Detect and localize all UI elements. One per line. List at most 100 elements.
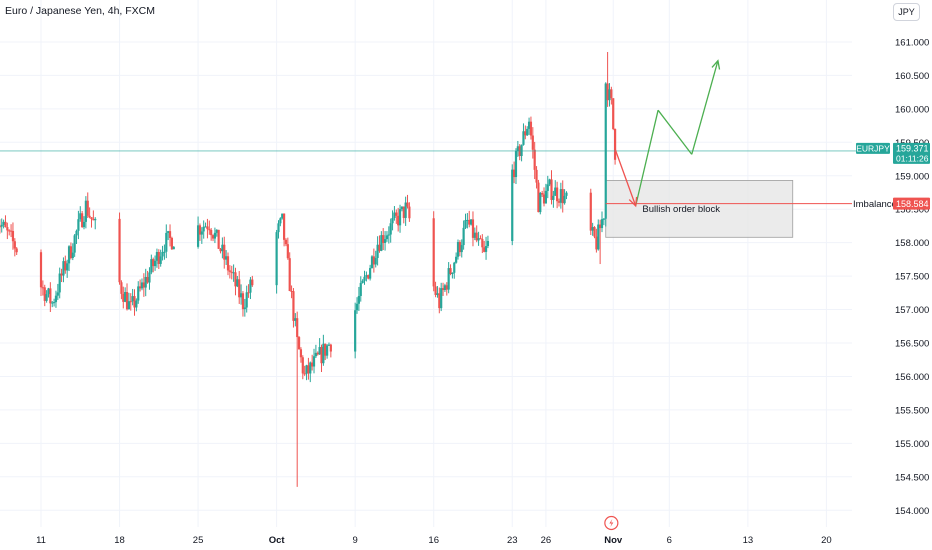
x-tick-label: 25 [193, 535, 204, 546]
candle-body [511, 169, 514, 242]
event-marker [604, 515, 619, 531]
candle-body [247, 292, 250, 294]
candle-body [466, 219, 469, 221]
y-tick-label: 156.000 [895, 372, 929, 383]
candle-body [146, 276, 149, 283]
countdown-timer: 01:11:26 [896, 153, 929, 163]
candle-body [550, 179, 553, 200]
candle-body [355, 303, 359, 311]
candle-body [301, 357, 304, 374]
candle-body [133, 296, 136, 308]
candle-body [75, 230, 78, 236]
candle-body [135, 300, 138, 308]
candle-body [305, 365, 308, 374]
candle-body [124, 292, 127, 302]
candle-body [161, 252, 164, 257]
candle-body [606, 83, 609, 101]
candle-body [354, 310, 357, 352]
candle-body [13, 241, 16, 249]
candle-body [64, 261, 67, 271]
imbalance-price-tag [893, 197, 930, 210]
candle-body [292, 291, 295, 321]
candle-body [376, 244, 379, 258]
candle-body [610, 89, 613, 99]
candle-body [404, 202, 407, 218]
chart-title: Euro / Japanese Yen, 4h, FXCM [5, 5, 156, 17]
candle-body [279, 218, 282, 224]
candle-body [125, 292, 129, 310]
candle-body [219, 248, 222, 252]
candle-body [118, 218, 121, 283]
candle-body [0, 224, 3, 227]
candle-body [359, 282, 362, 296]
candle-body [215, 229, 218, 233]
candle-body [49, 288, 52, 304]
price-lines: Imbalance [0, 150, 897, 210]
candle-body [380, 235, 383, 251]
y-tick-label: 160.500 [895, 71, 929, 82]
candle-body [94, 218, 97, 221]
candle-body [484, 246, 488, 252]
candle-body [294, 318, 297, 321]
candle-body [361, 280, 364, 283]
candle-body [152, 259, 155, 267]
candle-body [440, 288, 443, 309]
candle-body [11, 231, 15, 242]
candle-body [210, 230, 213, 236]
candle-body [322, 343, 325, 364]
candle-body [90, 217, 93, 220]
x-tick-label: 13 [743, 535, 754, 546]
candle-body [486, 241, 490, 247]
candle-body [458, 242, 461, 253]
candle-body [554, 187, 557, 196]
candle-body [369, 268, 372, 279]
candle-body [6, 227, 9, 231]
currency-button[interactable]: JPY [893, 3, 920, 21]
candle-body [387, 234, 390, 236]
candle-body [556, 187, 559, 202]
candle-body [281, 213, 284, 219]
candle-body [406, 202, 409, 207]
candle-body [39, 252, 43, 288]
candle-body [290, 290, 293, 292]
lightning-icon[interactable] [604, 515, 619, 531]
candle-body [527, 121, 531, 129]
x-tick-label: 9 [353, 535, 358, 546]
y-tick-label: 158.000 [895, 238, 929, 249]
candle-body [92, 219, 95, 221]
projection-arrows [614, 59, 721, 208]
candle-body [286, 244, 289, 259]
candle-body [374, 257, 377, 265]
candle-body [81, 213, 84, 228]
candle-body [520, 144, 523, 157]
candle-body [557, 201, 561, 203]
candle-body [453, 262, 456, 273]
candle-body [311, 362, 314, 367]
candle-body [597, 224, 600, 250]
candle-body [122, 293, 125, 302]
candle-body [436, 293, 439, 295]
candle-body [208, 229, 211, 231]
candle-body [531, 135, 534, 150]
candle-body [153, 260, 157, 267]
candle-body [552, 195, 555, 200]
candle-body [395, 212, 398, 216]
candle-body [391, 217, 394, 224]
candle-body [479, 238, 482, 240]
candle-body [456, 242, 460, 257]
candle-body [234, 272, 237, 287]
candle-body [443, 285, 447, 291]
candle-body [82, 221, 86, 228]
lightning-bolt [609, 519, 614, 527]
candle-body [460, 245, 463, 253]
chart-grid [0, 0, 852, 527]
candle-body [211, 235, 215, 239]
candle-body [245, 292, 248, 308]
candle-body [71, 252, 74, 259]
candle-body [43, 287, 46, 301]
candle-body [318, 347, 321, 355]
candle-body [477, 238, 480, 241]
projection-segment [614, 148, 637, 207]
order-block-zone [605, 180, 794, 238]
